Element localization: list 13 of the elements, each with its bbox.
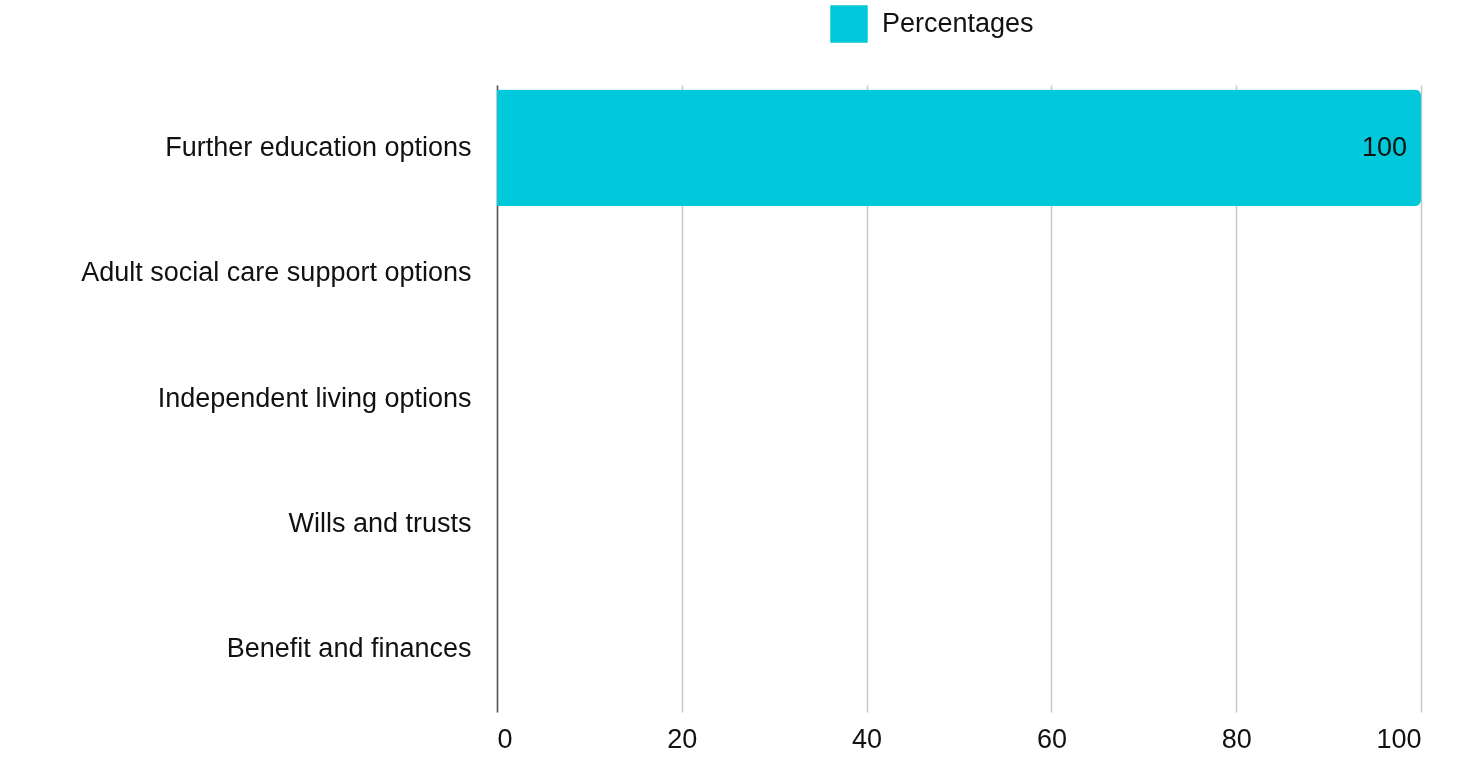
y-tick-label: Benefit and finances: [226, 633, 472, 664]
data-label: 100: [1361, 131, 1407, 162]
y-tick-label: Adult social care support options: [81, 257, 472, 288]
y-tick-label: Further education options: [165, 131, 472, 162]
x-tick-label: 0: [497, 723, 513, 754]
x-tick-label: 80: [1221, 723, 1252, 754]
y-tick-label: Independent living options: [157, 382, 472, 413]
legend-label: Percentages: [882, 8, 1034, 38]
x-tick-label: 100: [1376, 723, 1422, 754]
y-tick-label: Wills and trusts: [288, 507, 472, 538]
x-tick-label: 60: [1036, 723, 1067, 754]
x-tick-label: 20: [667, 723, 698, 754]
x-tick-label: 40: [852, 723, 883, 754]
